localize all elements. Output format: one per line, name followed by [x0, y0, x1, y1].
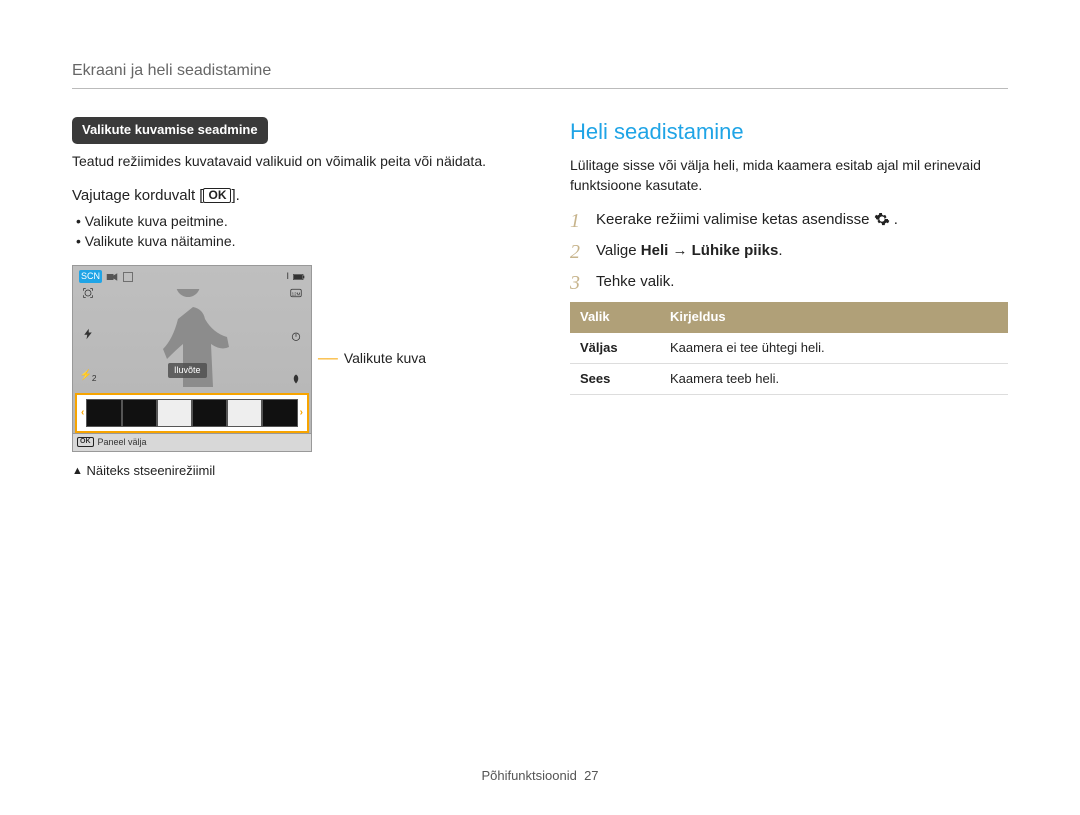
timer-icon [290, 330, 302, 342]
table-row: Väljas Kaamera ei tee ühtegi heli. [570, 333, 1008, 364]
camera-illustration-row: SCN I ⚡2 [72, 265, 510, 451]
bullet-item: Valikute kuva näitamine. [76, 232, 510, 252]
face-detect-icon [82, 287, 94, 299]
scene-overlay-label: Iluvõte [168, 363, 207, 378]
options-filmstrip: ‹ › [75, 393, 309, 433]
section-tag: Valikute kuvamise seadmine [72, 117, 268, 143]
gear-icon [874, 211, 890, 227]
battery-icon [293, 271, 305, 283]
table-header: Valik [570, 302, 660, 332]
triangle-up-icon: ▲ [72, 465, 83, 477]
camera-top-bar: SCN I [73, 266, 311, 283]
example-note: ▲ Näiteks stseenirežiimil [72, 462, 510, 480]
two-column-layout: Valikute kuvamise seadmine Teatud režiim… [72, 117, 1008, 815]
manual-page: Ekraani ja heli seadistamine Valikute ku… [0, 0, 1080, 815]
scn-chip-icon: SCN [79, 270, 102, 283]
ok-key-icon: OK [77, 437, 94, 447]
svg-text:12M: 12M [292, 291, 301, 296]
left-column: Valikute kuvamise seadmine Teatud režiim… [72, 117, 510, 815]
steps-list: Keerake režiimi valimise ketas asendisse… [570, 209, 1008, 292]
ok-key-icon: OK [203, 188, 231, 203]
macro-icon [290, 373, 302, 385]
filmstrip-thumbs [86, 399, 297, 427]
left-arrow-icon: ‹ [81, 406, 84, 420]
single-shot-icon [122, 271, 134, 283]
flash-icon [82, 328, 94, 340]
bottom-bar-text: Paneel välja [98, 436, 147, 449]
ev-icon: ⚡2 [79, 369, 96, 385]
bullet-list: Valikute kuva peitmine. Valikute kuva nä… [72, 212, 510, 251]
right-intro: Lülitage sisse või välja heli, mida kaam… [570, 156, 1008, 195]
table-row: Sees Kaamera teeb heli. [570, 363, 1008, 394]
step-item: Tehke valik. [570, 271, 1008, 292]
step-item: Valige Heli → Lühike piiks. [570, 240, 1008, 261]
table-header: Kirjeldus [660, 302, 1008, 332]
video-icon [106, 271, 118, 283]
resolution-icon: 12M [290, 287, 302, 299]
left-intro: Teatud režiimides kuvatavaid valikuid on… [72, 152, 510, 172]
right-arrow-icon: › [300, 406, 303, 420]
right-icon-column: 12M [287, 287, 305, 385]
section-heading: Heli seadistamine [570, 117, 1008, 148]
counter-text: I [286, 270, 289, 283]
bullet-item: Valikute kuva peitmine. [76, 212, 510, 232]
page-title: Ekraani ja heli seadistamine [72, 60, 1008, 89]
camera-body: ⚡2 12M Iluvõte [73, 283, 311, 393]
table-header-row: Valik Kirjeldus [570, 302, 1008, 332]
step-item: Keerake režiimi valimise ketas asendisse… [570, 209, 1008, 230]
camera-bottom-bar: OK Paneel välja [73, 433, 311, 451]
callout-line: ── [318, 349, 338, 369]
right-column: Heli seadistamine Lülitage sisse või väl… [570, 117, 1008, 815]
left-icon-column: ⚡2 [79, 287, 97, 385]
camera-screen-illustration: SCN I ⚡2 [72, 265, 312, 451]
options-table: Valik Kirjeldus Väljas Kaamera ei tee üh… [570, 302, 1008, 395]
press-instruction: Vajutage korduvalt [OK]. [72, 185, 510, 206]
page-footer: Põhifunktsioonid 27 [0, 767, 1080, 785]
callout-label: Valikute kuva [344, 349, 426, 369]
